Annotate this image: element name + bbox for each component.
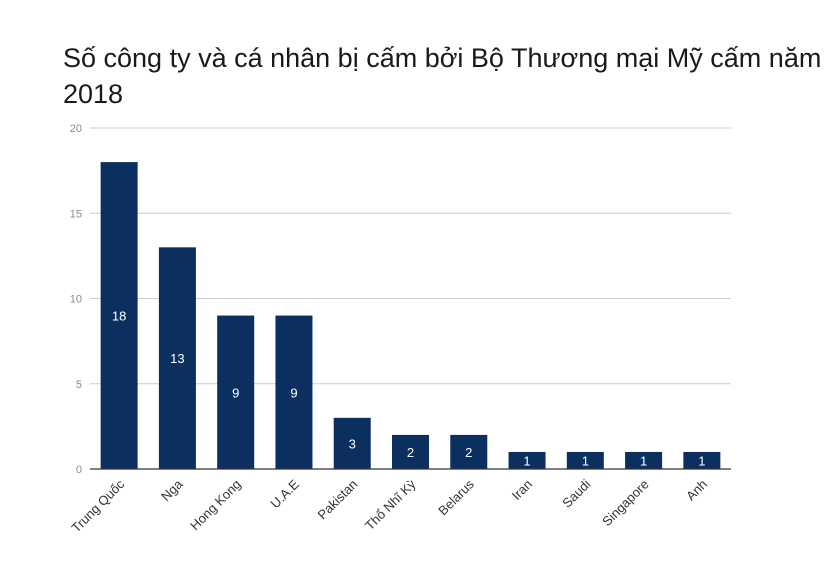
bar [275, 315, 313, 469]
data-label: 9 [290, 385, 297, 400]
bar [100, 162, 138, 469]
data-label: 2 [407, 445, 414, 460]
y-tick-label: 15 [70, 208, 82, 220]
data-label: 13 [170, 351, 184, 366]
x-tick-label: Singapore [599, 477, 652, 530]
bar [683, 451, 721, 469]
data-label: 9 [232, 385, 239, 400]
data-label: 1 [698, 453, 705, 468]
x-tick-label: Hong Kong [187, 477, 244, 534]
x-axis-labels: Trung Quốc Nga Hong Kong U.A.E Pakistan Thổ N… [68, 476, 710, 535]
x-tick-label: Belarus [435, 476, 477, 518]
x-tick-label: Thổ Nhĩ Kỳ [362, 476, 419, 533]
data-labels: 18 13 9 9 3 2 2 1 1 1 1 [112, 309, 706, 469]
gridlines [90, 127, 731, 385]
data-label: 2 [465, 445, 472, 460]
data-label: 1 [582, 453, 589, 468]
x-tick-label: Pakistan [314, 477, 360, 523]
bar [625, 451, 663, 469]
bar [158, 247, 196, 469]
data-label: 18 [112, 309, 126, 324]
y-tick-label: 10 [70, 294, 82, 306]
x-tick-label: Anh [683, 477, 710, 504]
x-tick-label: U.A.E [267, 476, 302, 511]
bar [333, 417, 371, 469]
y-tick-label: 20 [70, 123, 82, 135]
bar [508, 451, 546, 469]
y-tick-label: 0 [76, 464, 82, 476]
bar [217, 315, 255, 469]
data-label: 1 [523, 453, 530, 468]
x-tick-label: Saudi [559, 476, 593, 510]
bars [100, 162, 721, 469]
x-tick-label: Trung Quốc [68, 476, 127, 535]
x-tick-label: Iran [509, 477, 535, 503]
data-label: 3 [349, 436, 356, 451]
bar [450, 434, 488, 469]
bar [392, 434, 429, 469]
chart-title: Số công ty và cá nhân bị cấm bởi Bộ Thươ… [63, 43, 822, 109]
data-label: 1 [640, 453, 647, 468]
x-tick-label: Nga [158, 476, 186, 504]
bar [566, 451, 604, 469]
y-axis-ticks: 0 5 10 15 20 [70, 123, 82, 476]
y-tick-label: 5 [76, 379, 82, 391]
